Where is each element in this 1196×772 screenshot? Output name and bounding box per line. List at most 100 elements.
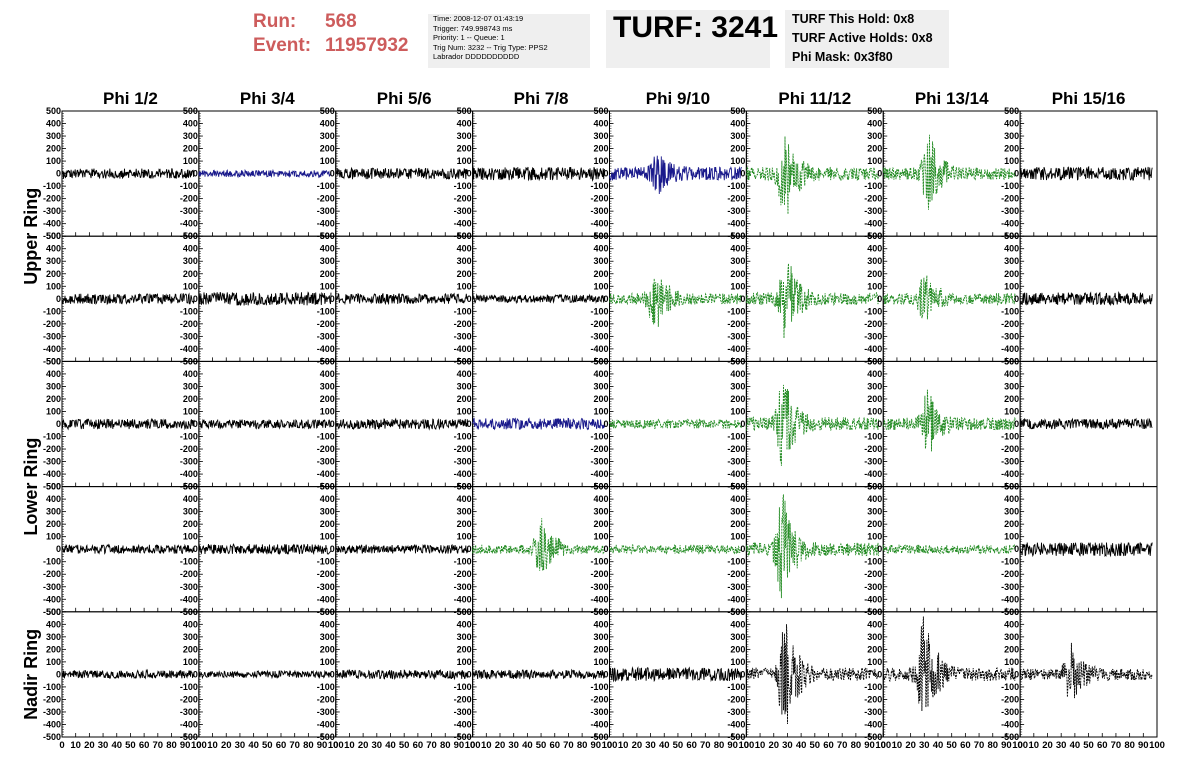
y-tick-label: 500	[1004, 106, 1019, 116]
x-tick-label: 90	[1001, 740, 1012, 751]
x-tick-label: 60	[686, 740, 697, 751]
y-tick-label: 400	[867, 494, 882, 504]
y-tick-label: -300	[454, 582, 472, 592]
x-tick-label: 40	[522, 740, 533, 751]
y-tick-label: 100	[46, 281, 61, 291]
y-tick-label: -200	[43, 319, 61, 329]
y-tick-label: -400	[43, 594, 61, 604]
y-tick-label: -400	[43, 469, 61, 479]
y-tick-label: 200	[593, 519, 608, 529]
y-tick-label: -300	[43, 206, 61, 216]
y-tick-label: 100	[867, 532, 882, 542]
y-tick-label: 300	[730, 131, 745, 141]
y-tick-label: 500	[183, 356, 198, 366]
waveform-line	[198, 669, 332, 680]
y-tick-label: 400	[183, 369, 198, 379]
y-tick-label: -400	[590, 344, 608, 354]
y-tick-label: -400	[317, 344, 335, 354]
y-tick-label: 200	[46, 519, 61, 529]
y-tick-label: 300	[183, 507, 198, 517]
y-tick-label: -400	[317, 719, 335, 729]
y-tick-label: 0	[740, 419, 745, 429]
y-tick-label: -200	[43, 444, 61, 454]
y-tick-label: 200	[593, 269, 608, 279]
x-tick-label: 30	[98, 740, 109, 751]
y-tick-label: 400	[593, 619, 608, 629]
panel-frame	[609, 360, 747, 488]
y-tick-label: 300	[183, 632, 198, 642]
trigger-value: Trigger: 749.998743 ms	[433, 23, 513, 33]
x-tick-label: 40	[933, 740, 944, 751]
y-tick-label: 100	[867, 281, 882, 291]
x-tick-label: 80	[166, 740, 177, 751]
y-tick-label: 100	[46, 657, 61, 667]
y-tick-label: -100	[454, 306, 472, 316]
y-tick-label: -300	[1001, 457, 1019, 467]
x-tick-label: 90	[864, 740, 875, 751]
y-tick-label: 400	[867, 119, 882, 129]
y-tick-label: 0	[603, 544, 608, 554]
y-tick-label: -400	[590, 469, 608, 479]
y-tick-label: -100	[180, 306, 198, 316]
y-tick-label: 100	[46, 156, 61, 166]
y-tick-label: -300	[1001, 206, 1019, 216]
y-tick-label: -400	[180, 719, 198, 729]
y-tick-label: 200	[1004, 394, 1019, 404]
y-tick-label: -100	[454, 557, 472, 567]
x-tick-label: 90	[1138, 740, 1149, 751]
y-tick-label: 500	[867, 356, 882, 366]
x-tick-label: 10	[892, 740, 903, 751]
y-tick-label: 500	[867, 607, 882, 617]
y-tick-label: -300	[864, 206, 882, 216]
y-tick-label: -400	[727, 344, 745, 354]
x-tick-label: 40	[796, 740, 807, 751]
run-value: 568	[325, 11, 357, 32]
y-tick-label: -100	[43, 181, 61, 191]
y-tick-label: -200	[1001, 569, 1019, 579]
y-tick-label: -100	[317, 432, 335, 442]
event-label: Event:	[253, 35, 312, 56]
y-tick-label: 500	[1004, 607, 1019, 617]
x-tick-label: 30	[782, 740, 793, 751]
y-tick-label: -100	[1001, 682, 1019, 692]
x-tick-label: 90	[317, 740, 328, 751]
y-tick-label: 100	[320, 532, 335, 542]
y-tick-label: 100	[457, 657, 472, 667]
x-tick-label: 90	[180, 740, 191, 751]
x-tick-label: 10	[1029, 740, 1040, 751]
x-tick-label: 50	[399, 740, 410, 751]
y-tick-label: -400	[43, 219, 61, 229]
x-tick-label: 30	[235, 740, 246, 751]
y-tick-label: 0	[330, 669, 335, 679]
waveform-line	[335, 543, 469, 555]
x-tick-label: 50	[810, 740, 821, 751]
waveform-line	[472, 417, 606, 431]
y-tick-label: -200	[454, 694, 472, 704]
y-tick-label: -200	[727, 694, 745, 704]
y-tick-label: -500	[454, 732, 472, 742]
y-tick-label: 200	[320, 644, 335, 654]
y-tick-label: -100	[180, 432, 198, 442]
y-tick-label: 400	[46, 494, 61, 504]
x-tick-label: 60	[139, 740, 150, 751]
y-tick-label: -300	[727, 331, 745, 341]
y-tick-label: 0	[877, 419, 882, 429]
x-tick-label: 70	[700, 740, 711, 751]
waveform-line	[745, 624, 879, 725]
y-tick-label: -200	[864, 569, 882, 579]
y-tick-label: -400	[180, 469, 198, 479]
y-tick-label: 0	[56, 544, 61, 554]
y-tick-label: 0	[1014, 419, 1019, 429]
y-tick-label: -200	[454, 569, 472, 579]
y-tick-label: 100	[183, 532, 198, 542]
y-tick-label: -200	[180, 444, 198, 454]
waveform-line	[1019, 642, 1153, 699]
y-tick-label: 200	[1004, 644, 1019, 654]
y-tick-label: 100	[183, 281, 198, 291]
waveform-line	[609, 666, 743, 683]
y-tick-label: -300	[43, 457, 61, 467]
x-tick-label: 60	[549, 740, 560, 751]
y-tick-label: -200	[590, 194, 608, 204]
y-tick-label: -100	[727, 682, 745, 692]
trigger-priority: Priority: 1 -- Queue: 1	[433, 33, 505, 42]
